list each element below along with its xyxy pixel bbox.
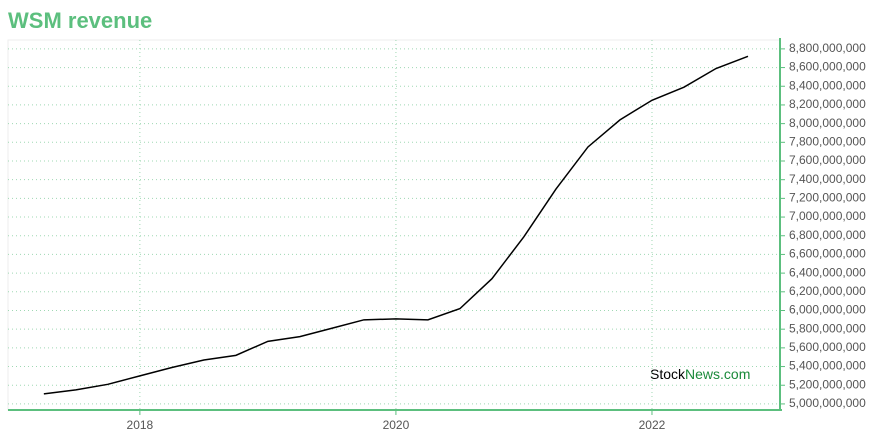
y-tick-label: 7,000,000,000 — [789, 209, 866, 223]
y-tick-label: 8,400,000,000 — [789, 78, 866, 92]
line-series — [43, 55, 749, 395]
x-tick-label: 2020 — [383, 418, 410, 432]
chart-title: WSM revenue — [8, 8, 152, 33]
y-tick-label: 7,200,000,000 — [789, 191, 866, 205]
y-tick-label: 5,000,000,000 — [789, 396, 866, 410]
y-tick-label: 5,200,000,000 — [789, 377, 866, 391]
y-tick-label: 6,600,000,000 — [789, 247, 866, 261]
watermark-part: News.com — [685, 366, 750, 382]
y-tick-label: 6,400,000,000 — [789, 265, 866, 279]
y-tick-label: 7,400,000,000 — [789, 172, 866, 186]
y-tick-label: 8,800,000,000 — [789, 41, 866, 55]
y-tick-label: 8,200,000,000 — [789, 97, 866, 111]
y-tick-label: 8,600,000,000 — [789, 60, 866, 74]
watermark: StockNews.com — [650, 366, 750, 382]
y-tick-label: 7,600,000,000 — [789, 153, 866, 167]
y-tick-label: 5,800,000,000 — [789, 321, 866, 335]
y-tick-label: 7,800,000,000 — [789, 134, 866, 148]
watermark-part: Stock — [650, 366, 686, 382]
y-tick-label: 8,000,000,000 — [789, 116, 866, 130]
x-tick-label: 2022 — [639, 418, 666, 432]
y-tick-label: 5,600,000,000 — [789, 340, 866, 354]
y-tick-label: 6,200,000,000 — [789, 284, 866, 298]
y-tick-label: 6,000,000,000 — [789, 303, 866, 317]
y-tick-label: 5,400,000,000 — [789, 359, 866, 373]
y-tick-label: 6,800,000,000 — [789, 228, 866, 242]
x-tick-label: 2018 — [127, 418, 154, 432]
